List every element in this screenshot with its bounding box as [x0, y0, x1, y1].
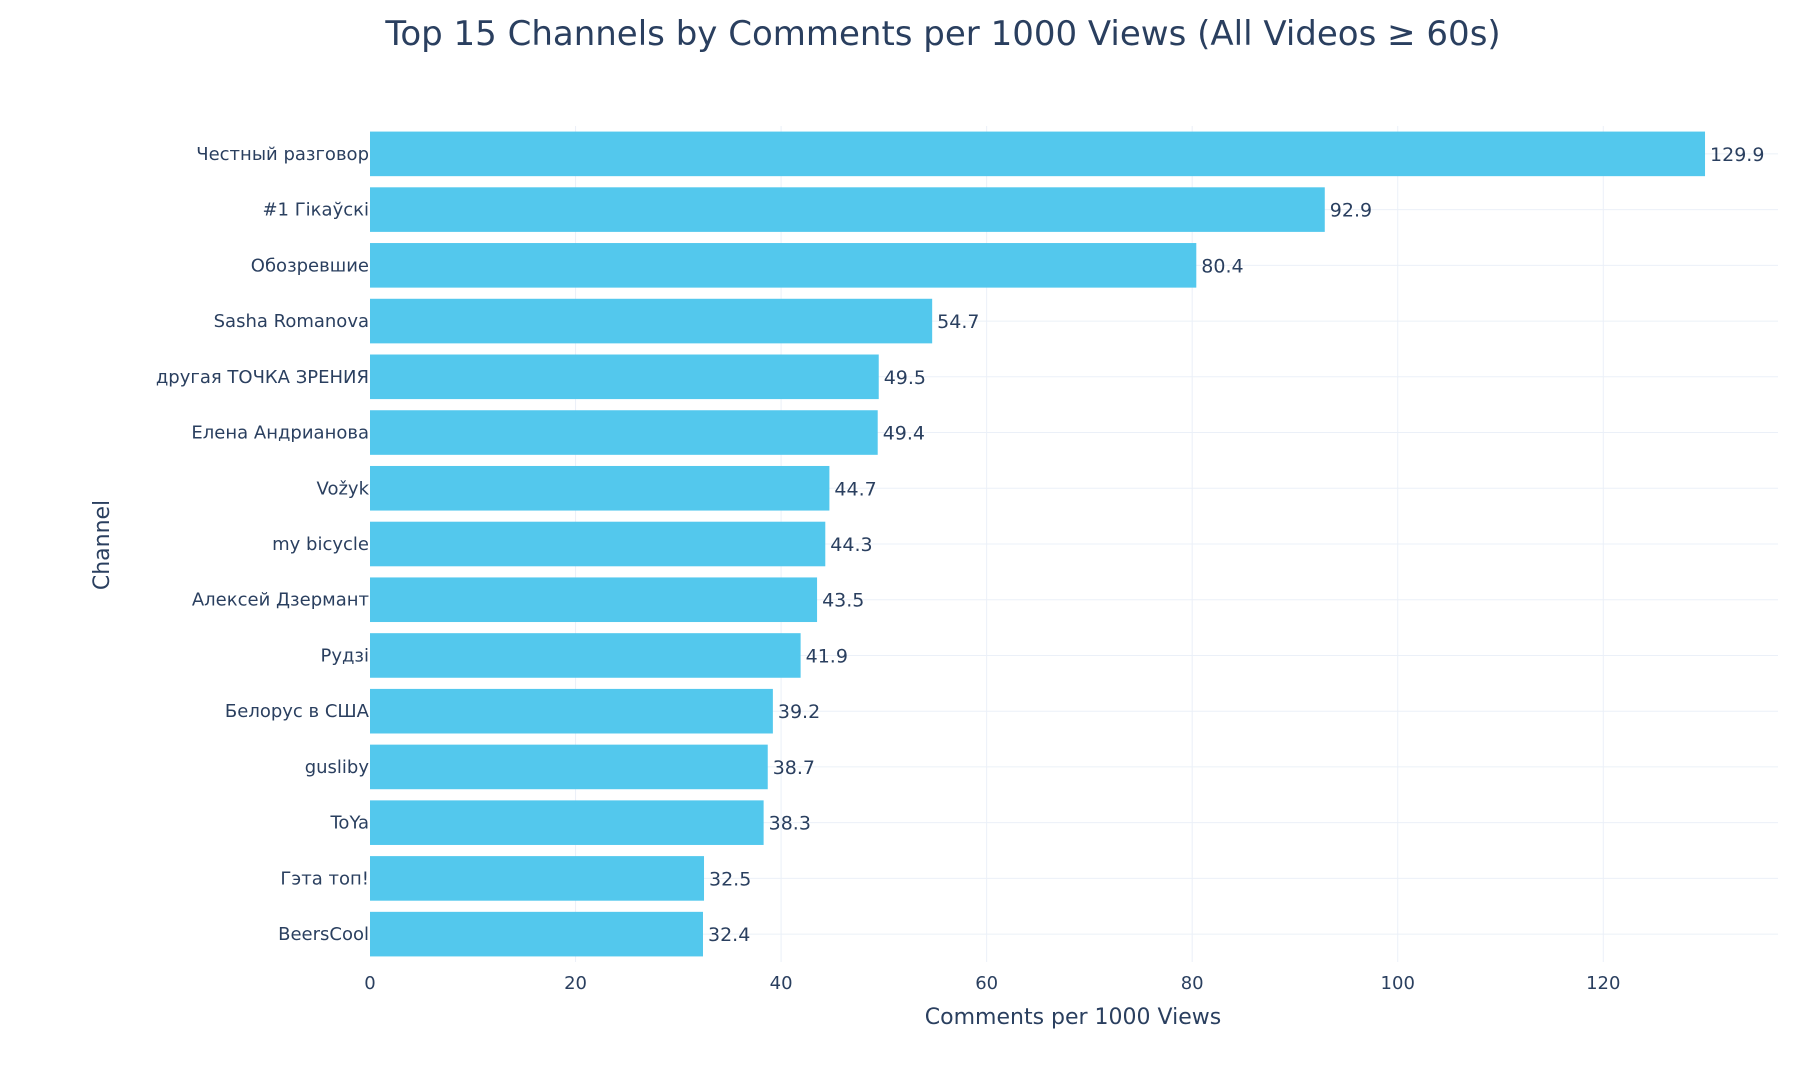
data-label: 49.5	[884, 367, 926, 389]
x-tick-label: 60	[975, 973, 998, 994]
x-tick-label: 40	[770, 973, 793, 994]
y-tick-label: Алексей Дзермант	[192, 590, 369, 611]
y-tick-label: другая ТОЧКА ЗРЕНИЯ	[156, 367, 369, 388]
bar	[370, 298, 933, 344]
y-tick-label: Sasha Romanova	[214, 311, 369, 332]
x-tick-label: 120	[1586, 973, 1620, 994]
y-tick-label: Vožyk	[317, 478, 370, 499]
x-tick-label: 20	[564, 973, 587, 994]
data-label: 49.4	[883, 423, 925, 445]
x-axis-tick-labels: 0 20 40 60 80 100 120	[364, 973, 1620, 994]
bar	[370, 521, 826, 567]
data-label: 44.7	[834, 478, 876, 500]
x-tick-label: 80	[1181, 973, 1204, 994]
data-label: 32.5	[709, 868, 751, 890]
bar	[370, 410, 878, 455]
y-tick-label: Обозревшие	[251, 255, 369, 276]
y-tick-label: Елена Андрианова	[191, 423, 369, 444]
data-label: 44.3	[830, 534, 872, 556]
bar	[370, 187, 1325, 232]
data-label: 38.7	[773, 757, 815, 779]
bar	[370, 744, 768, 790]
data-label: 80.4	[1201, 255, 1243, 277]
data-label: 41.9	[806, 645, 848, 667]
bar	[370, 465, 830, 511]
y-tick-label: Гэта топ!	[280, 868, 369, 889]
data-label: 39.2	[778, 701, 820, 723]
bar	[370, 688, 773, 734]
y-tick-label: Белорус в США	[225, 701, 370, 722]
bar	[370, 354, 879, 400]
bars	[370, 131, 1706, 957]
x-axis-title: Comments per 1000 Views	[925, 1005, 1221, 1030]
data-label: 129.9	[1710, 144, 1764, 166]
x-tick-label: 0	[364, 973, 375, 994]
y-tick-label: #1 Гікаўскі	[262, 200, 369, 221]
y-tick-label: gusliby	[305, 757, 370, 778]
y-tick-label: my bicycle	[272, 534, 369, 555]
data-label: 92.9	[1330, 200, 1372, 222]
bar	[370, 800, 764, 845]
bar	[370, 856, 705, 901]
y-tick-label: ToYa	[330, 813, 370, 834]
bar	[370, 243, 1197, 288]
x-tick-label: 100	[1381, 973, 1415, 994]
chart-title: Top 15 Channels by Comments per 1000 Vie…	[384, 14, 1500, 54]
bar	[370, 577, 818, 623]
data-label: 32.4	[708, 924, 750, 946]
bar	[370, 633, 801, 678]
bar	[370, 131, 1706, 177]
y-tick-label: BeersCool	[278, 924, 369, 945]
data-label: 43.5	[822, 590, 864, 612]
y-axis-tick-labels: Честный разговор #1 Гікаўскі Обозревшие Sas…	[156, 144, 370, 945]
data-label: 54.7	[937, 311, 979, 333]
y-tick-label: Честный разговор	[196, 144, 369, 165]
y-axis-title: Channel	[90, 500, 115, 590]
bar	[370, 911, 703, 957]
y-tick-label: Рудзі	[320, 645, 369, 666]
data-labels: 129.9 92.9 80.4 54.7 49.5 49.4 44.7 44.3 43.5 41.…	[708, 144, 1764, 946]
data-label: 38.3	[769, 813, 811, 835]
